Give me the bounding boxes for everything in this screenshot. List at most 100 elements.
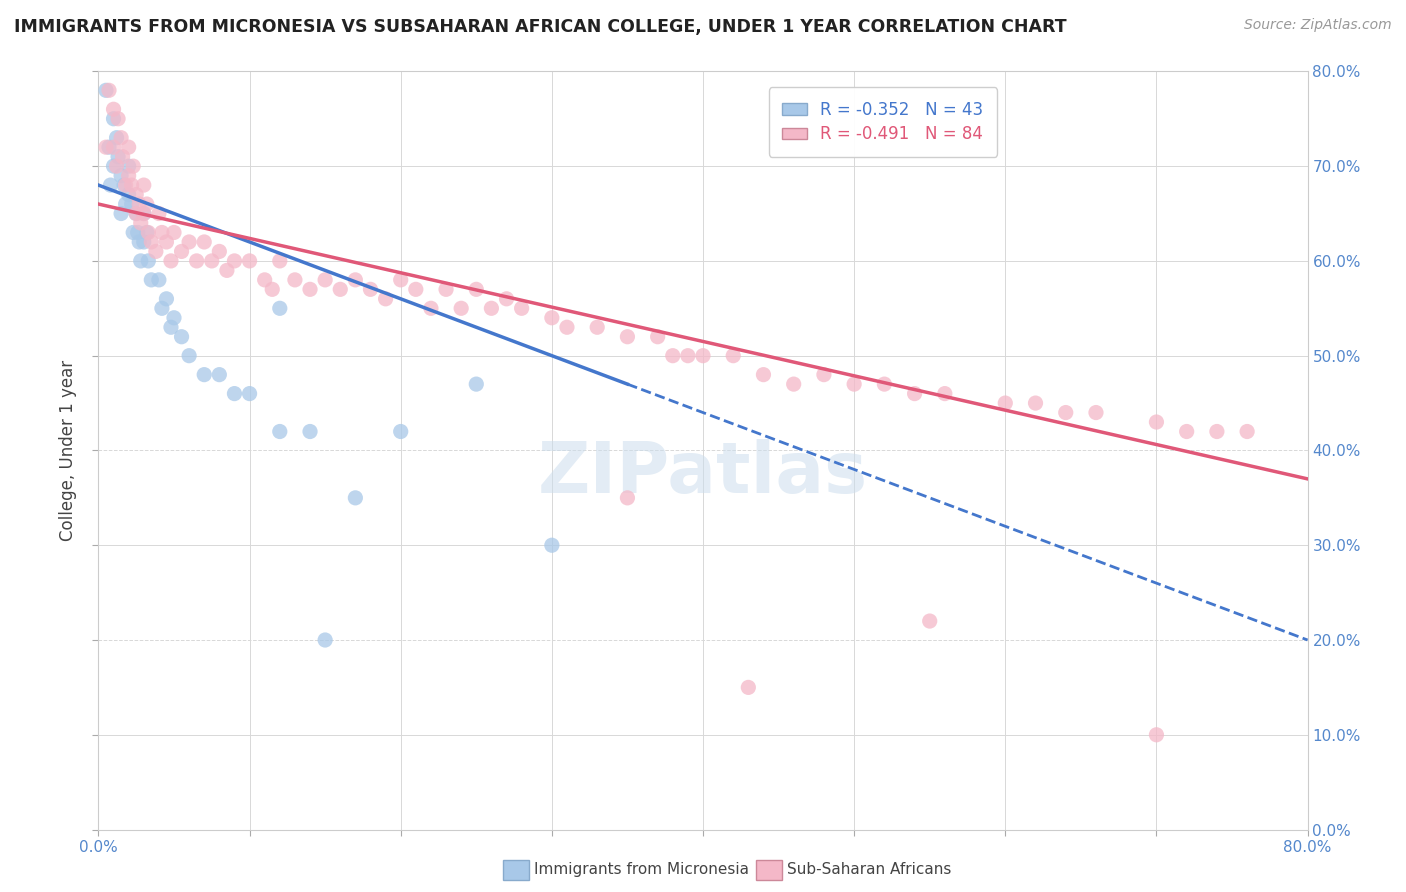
Point bbox=[239, 254, 262, 268]
Point bbox=[94, 83, 117, 97]
Point bbox=[122, 226, 145, 240]
Point bbox=[103, 103, 125, 117]
Point bbox=[450, 301, 472, 316]
Point bbox=[224, 386, 246, 401]
Point bbox=[1236, 425, 1258, 439]
Point bbox=[844, 377, 866, 392]
Point bbox=[103, 112, 125, 126]
Point bbox=[98, 140, 121, 154]
Point bbox=[262, 282, 284, 296]
Point bbox=[148, 206, 170, 220]
Point bbox=[208, 368, 231, 382]
Point bbox=[135, 226, 157, 240]
Point bbox=[299, 282, 322, 296]
Point bbox=[918, 614, 941, 628]
Point bbox=[132, 206, 155, 220]
Point bbox=[1054, 406, 1077, 420]
Point bbox=[141, 235, 163, 249]
Point bbox=[586, 320, 609, 334]
Y-axis label: College, Under 1 year: College, Under 1 year bbox=[59, 359, 77, 541]
Point bbox=[934, 386, 956, 401]
Point bbox=[540, 310, 562, 325]
Point bbox=[114, 197, 136, 211]
Point bbox=[132, 235, 155, 249]
Point bbox=[374, 292, 396, 306]
Point bbox=[141, 273, 163, 287]
Point bbox=[121, 197, 143, 211]
Point bbox=[118, 159, 141, 173]
Point bbox=[148, 273, 170, 287]
Point bbox=[314, 273, 336, 287]
Point bbox=[155, 235, 177, 249]
Point bbox=[389, 273, 412, 287]
Point bbox=[170, 330, 193, 344]
Point bbox=[105, 130, 128, 145]
Point bbox=[813, 368, 835, 382]
Point bbox=[98, 83, 121, 97]
Text: Source: ZipAtlas.com: Source: ZipAtlas.com bbox=[1244, 18, 1392, 32]
Point bbox=[179, 235, 201, 249]
Point bbox=[344, 491, 367, 505]
Point bbox=[179, 349, 201, 363]
Point bbox=[465, 282, 488, 296]
Point bbox=[208, 244, 231, 259]
Point bbox=[481, 301, 503, 316]
Point bbox=[692, 349, 714, 363]
Point bbox=[132, 178, 155, 193]
Point bbox=[118, 169, 141, 183]
Point bbox=[752, 368, 775, 382]
Point bbox=[1206, 425, 1229, 439]
Point bbox=[616, 491, 638, 505]
Point bbox=[122, 159, 145, 173]
Point bbox=[125, 206, 148, 220]
Point bbox=[253, 273, 276, 287]
Point bbox=[389, 425, 412, 439]
Point bbox=[329, 282, 352, 296]
Point bbox=[420, 301, 443, 316]
Point bbox=[121, 178, 143, 193]
Point bbox=[94, 140, 117, 154]
Point bbox=[127, 226, 149, 240]
Point bbox=[224, 254, 246, 268]
Point bbox=[150, 226, 173, 240]
Point bbox=[1024, 396, 1046, 410]
Point bbox=[114, 178, 136, 193]
Point bbox=[434, 282, 457, 296]
Point bbox=[540, 538, 562, 552]
Point bbox=[103, 159, 125, 173]
Point bbox=[128, 197, 150, 211]
Point bbox=[904, 386, 927, 401]
Point bbox=[128, 235, 150, 249]
Point bbox=[186, 254, 208, 268]
Point bbox=[1144, 728, 1167, 742]
Point bbox=[616, 330, 638, 344]
Point bbox=[136, 254, 159, 268]
Point bbox=[555, 320, 578, 334]
Point bbox=[465, 377, 488, 392]
Point bbox=[160, 254, 183, 268]
Point bbox=[269, 254, 291, 268]
Point bbox=[269, 425, 291, 439]
Point bbox=[107, 150, 129, 164]
Point bbox=[994, 396, 1017, 410]
Point bbox=[676, 349, 699, 363]
Point bbox=[110, 130, 132, 145]
Point bbox=[163, 310, 186, 325]
Point bbox=[239, 386, 262, 401]
Point bbox=[284, 273, 307, 287]
Point bbox=[150, 301, 173, 316]
Text: Immigrants from Micronesia: Immigrants from Micronesia bbox=[534, 863, 749, 877]
Point bbox=[155, 292, 177, 306]
Point bbox=[107, 112, 129, 126]
Point bbox=[193, 368, 215, 382]
Point bbox=[132, 206, 155, 220]
Point bbox=[163, 226, 186, 240]
Point bbox=[105, 159, 128, 173]
Point bbox=[112, 178, 135, 193]
Point bbox=[495, 292, 517, 306]
Point bbox=[737, 681, 759, 695]
Point bbox=[510, 301, 533, 316]
Point bbox=[1144, 415, 1167, 429]
Point bbox=[118, 140, 141, 154]
Point bbox=[269, 301, 291, 316]
